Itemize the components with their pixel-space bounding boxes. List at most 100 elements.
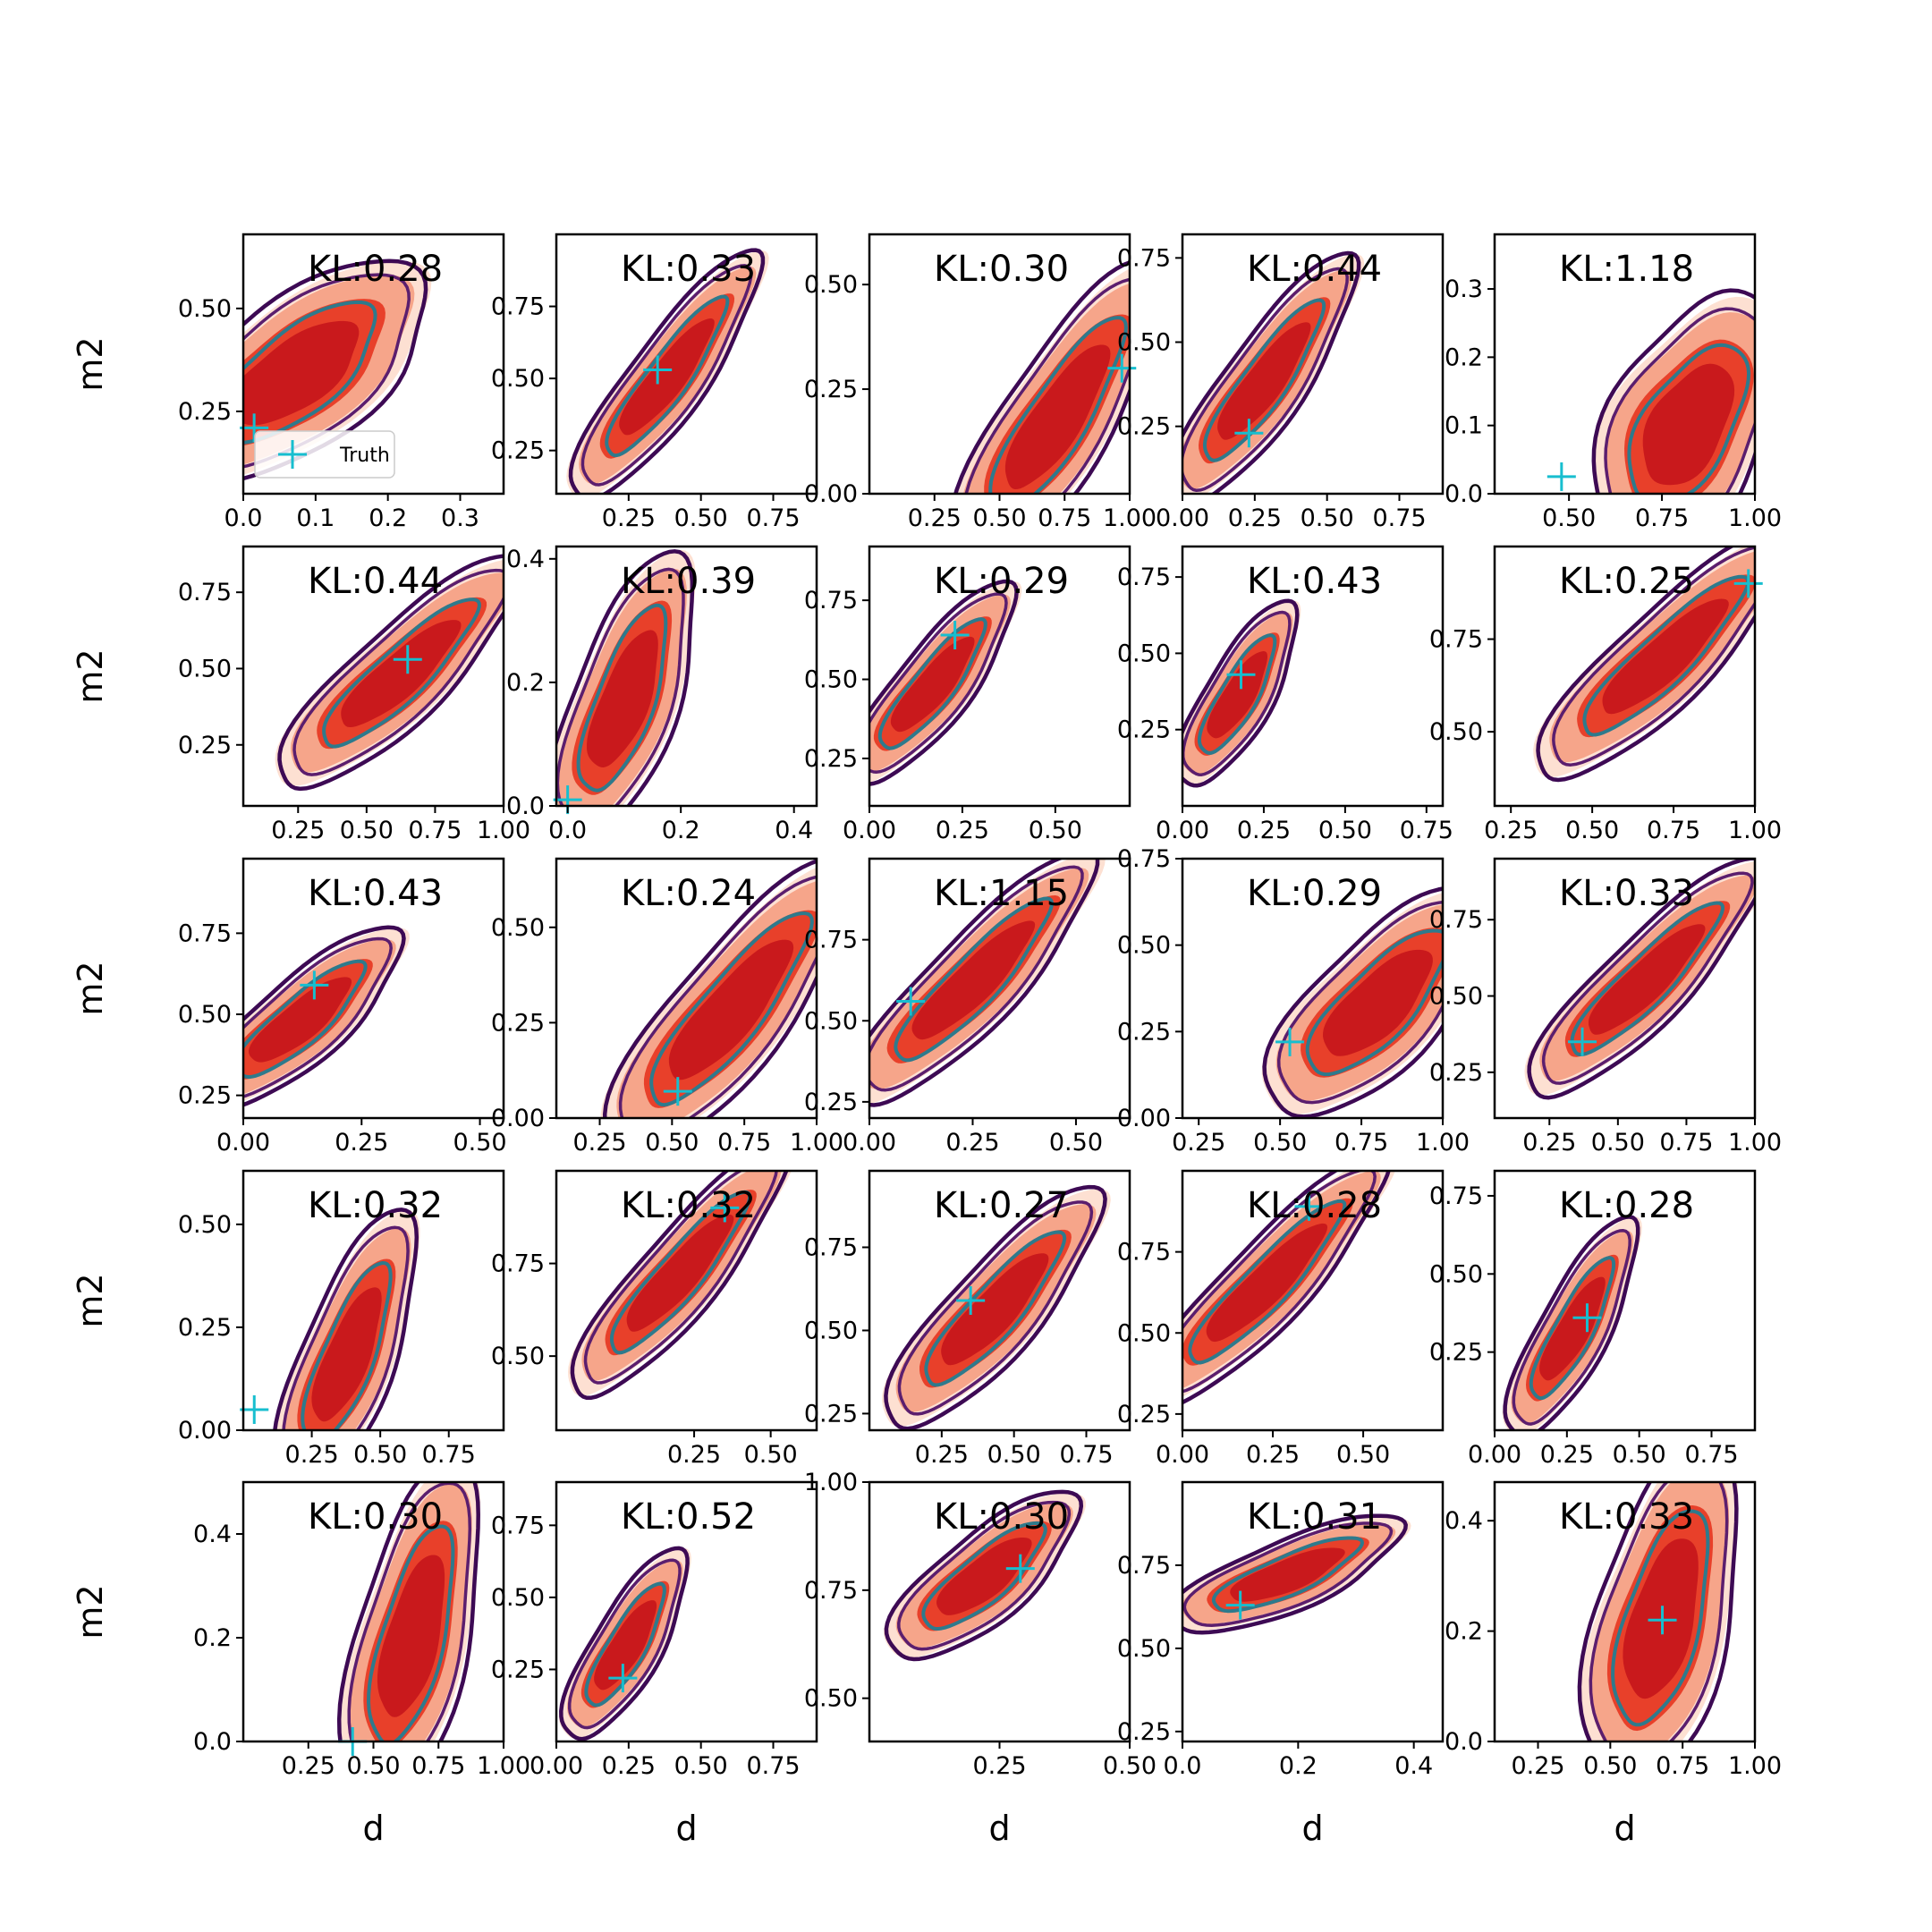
contour-outer bbox=[277, 554, 504, 792]
y-tick-label: 0.25 bbox=[1429, 1059, 1483, 1087]
y-tick-label: 0.75 bbox=[1117, 244, 1171, 272]
y-tick-label: 0.25 bbox=[1117, 1401, 1171, 1428]
subplot-4-2: 0.25 0.50 0.50 0.75 KL:0.32 bbox=[491, 1169, 818, 1469]
density-inner bbox=[587, 630, 658, 767]
contour-outer bbox=[568, 248, 766, 494]
contour-inner bbox=[322, 597, 481, 749]
kl-annotation: KL:0.32 bbox=[308, 1185, 443, 1226]
axes-frame bbox=[868, 545, 1131, 808]
truth-marker bbox=[240, 413, 269, 443]
x-tick-label: 0.50 bbox=[340, 817, 394, 844]
truth-marker bbox=[710, 1193, 740, 1223]
contour-inner bbox=[1529, 1256, 1616, 1401]
axes-frame bbox=[555, 1169, 818, 1432]
x-tick-label: 0.75 bbox=[746, 1752, 800, 1780]
kl-annotation: KL:0.39 bbox=[621, 561, 756, 602]
contour-outer bbox=[602, 859, 817, 1118]
contour-inner bbox=[301, 1261, 393, 1430]
x-tick-label: 0.25 bbox=[1540, 1441, 1594, 1469]
truth-marker bbox=[956, 1286, 986, 1315]
y-tick-label: 0.25 bbox=[491, 437, 545, 465]
contour-inner bbox=[243, 300, 377, 445]
axes-frame bbox=[242, 857, 505, 1120]
contour-outer bbox=[556, 549, 695, 806]
contour-middle bbox=[1589, 1482, 1729, 1741]
x-tick-label: 0.25 bbox=[1237, 817, 1291, 844]
contour-middle bbox=[556, 567, 685, 806]
kl-annotation: KL:0.30 bbox=[934, 1496, 1069, 1538]
x-tick-label: 0.75 bbox=[746, 504, 800, 532]
density-inner bbox=[341, 620, 462, 727]
x-tick-label: 0.50 bbox=[1103, 1752, 1157, 1780]
contour-inner bbox=[1211, 1536, 1364, 1614]
truth-marker bbox=[1225, 1590, 1255, 1620]
density-inner bbox=[936, 1538, 1032, 1615]
subplot-4-3: 0.25 0.50 0.75 0.25 0.50 0.75 KL:0.27 bbox=[804, 1169, 1131, 1469]
y-tick-label: 0.00 bbox=[178, 1417, 232, 1445]
truth-marker bbox=[1733, 569, 1763, 598]
kl-annotation: KL:0.44 bbox=[308, 561, 443, 602]
truth-marker bbox=[1107, 353, 1137, 383]
subplot-4-4: 0.00 0.25 0.50 0.25 0.50 0.75 KL:0.28 bbox=[1117, 1169, 1445, 1469]
contour-middle bbox=[618, 875, 817, 1118]
kl-annotation: KL:0.43 bbox=[308, 873, 443, 914]
subplot-2-1: 0.25 0.50 0.75 1.00 0.25 0.50 0.75 KL:0.44 m2 bbox=[71, 545, 530, 844]
density-inner bbox=[626, 1214, 734, 1332]
x-tick-label: 1.00 bbox=[790, 1129, 843, 1157]
x-tick-label: 0.50 bbox=[1542, 504, 1596, 532]
x-tick-label: 0.75 bbox=[1635, 504, 1689, 532]
x-tick-label: 0.1 bbox=[296, 504, 335, 532]
subplot-5-5: 0.25 0.50 0.75 1.00 0.0 0.2 0.4 KL:0.33 d bbox=[1445, 1480, 1782, 1848]
kl-annotation: KL:0.28 bbox=[308, 249, 443, 290]
y-tick-label: 0.50 bbox=[491, 1584, 545, 1612]
x-tick-label: 1.00 bbox=[1416, 1129, 1470, 1157]
kl-annotation: KL:0.29 bbox=[934, 561, 1069, 602]
y-tick-label: 0.50 bbox=[804, 1317, 858, 1344]
y-tick-label: 0.25 bbox=[178, 1082, 232, 1110]
x-tick-label: 0.25 bbox=[915, 1441, 969, 1469]
kl-annotation: KL:0.27 bbox=[934, 1185, 1069, 1226]
kl-annotation: KL:0.30 bbox=[934, 249, 1069, 290]
density-plot bbox=[275, 554, 504, 792]
contour-inner bbox=[1305, 928, 1443, 1077]
y-axis-label: m2 bbox=[71, 336, 110, 391]
contour-outer bbox=[1182, 598, 1300, 788]
y-tick-label: 0.00 bbox=[491, 1105, 545, 1132]
density-inner bbox=[1623, 1538, 1699, 1699]
x-tick-label: 0.50 bbox=[1301, 504, 1354, 532]
y-tick-label: 0.50 bbox=[1117, 1635, 1171, 1663]
subplot-4-5: 0.00 0.25 0.50 0.75 0.25 0.50 0.75 KL:0.28 bbox=[1429, 1169, 1757, 1469]
x-tick-label: 0.50 bbox=[744, 1441, 798, 1469]
subplot-3-2: 0.25 0.50 0.75 1.00 0.00 0.25 0.50 KL:0.24 bbox=[491, 857, 843, 1157]
axes-frame bbox=[1181, 233, 1445, 496]
y-tick-label: 0.1 bbox=[1445, 412, 1483, 440]
contour-inner bbox=[877, 617, 987, 750]
contour-middle bbox=[897, 1500, 1072, 1651]
kl-annotation: KL:0.30 bbox=[308, 1496, 443, 1538]
contour-outer bbox=[1527, 859, 1755, 1100]
subplot-2-2: 0.0 0.2 0.4 0.0 0.2 0.4 KL:0.39 bbox=[506, 545, 818, 844]
density-plot bbox=[882, 1184, 1111, 1430]
truth-marker bbox=[940, 621, 970, 650]
x-tick-label: 0.75 bbox=[408, 817, 462, 844]
x-tick-label: 0.75 bbox=[1656, 1752, 1709, 1780]
y-axis-label: m2 bbox=[71, 1584, 110, 1639]
y-tick-label: 0.50 bbox=[804, 1685, 858, 1713]
y-tick-label: 0.50 bbox=[491, 365, 545, 393]
truth-marker bbox=[1005, 1554, 1035, 1583]
y-tick-label: 0.50 bbox=[1429, 718, 1483, 746]
y-tick-label: 0.25 bbox=[1117, 413, 1171, 441]
contour-outer bbox=[559, 1546, 690, 1741]
contour-outer bbox=[1182, 1513, 1408, 1635]
x-tick-label: 0.75 bbox=[717, 1129, 771, 1157]
x-axis-label: d bbox=[675, 1809, 697, 1848]
x-tick-label: 1.00 bbox=[477, 817, 530, 844]
truth-marker bbox=[240, 1394, 269, 1424]
y-axis-label: m2 bbox=[71, 648, 110, 703]
y-tick-label: 0.50 bbox=[804, 666, 858, 694]
x-tick-label: 0.2 bbox=[1279, 1752, 1318, 1780]
kl-annotation: KL:1.15 bbox=[934, 873, 1069, 914]
truth-marker bbox=[896, 987, 926, 1016]
density-inner bbox=[890, 636, 975, 733]
density-inner bbox=[377, 1555, 445, 1717]
